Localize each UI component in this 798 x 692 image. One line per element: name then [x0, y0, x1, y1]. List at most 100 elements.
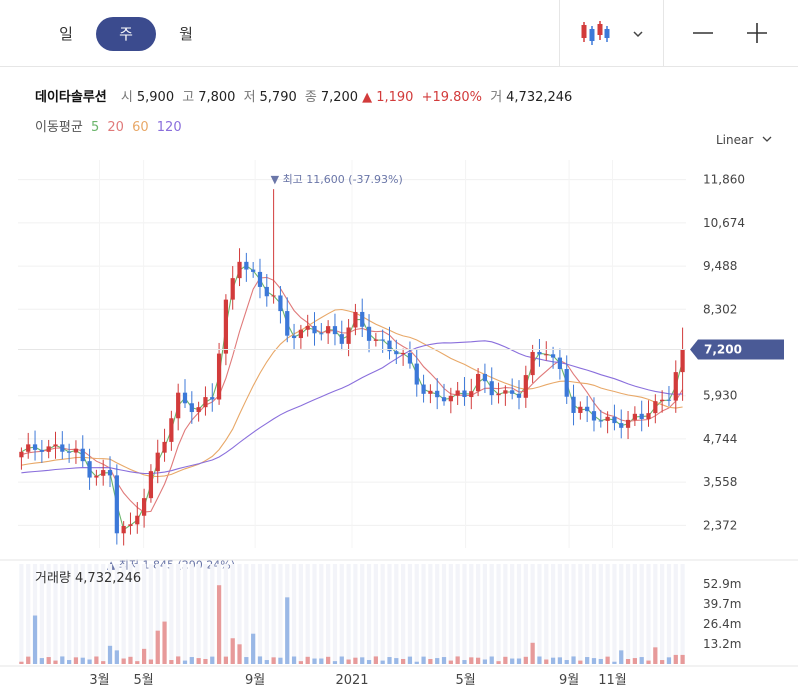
change-value: 1,190: [376, 90, 414, 105]
candle: [571, 396, 576, 413]
volume-bg-bar: [489, 564, 494, 664]
candle: [373, 339, 378, 341]
stock-name: 데이타솔루션: [35, 90, 107, 105]
moving-average-legend[interactable]: 이동평균 5 20 60 120: [35, 116, 186, 135]
volume-bg-bar: [598, 564, 603, 664]
volume-bar: [169, 660, 174, 664]
volume-bg-bar: [428, 564, 433, 664]
candle: [196, 407, 201, 413]
y-tick-label: 10,674: [703, 216, 745, 230]
volume-bg-bar: [666, 564, 672, 664]
candle: [80, 448, 85, 462]
ma-line-60: [21, 308, 683, 478]
candle: [298, 329, 303, 339]
volume-title: 거래량 4,732,246: [35, 571, 141, 586]
x-tick-label: 2021: [335, 673, 368, 688]
volume-bar: [571, 656, 576, 664]
tab-monthly[interactable]: 월: [179, 25, 193, 43]
ma-120: 120: [156, 120, 182, 135]
volume-bg-bar: [537, 564, 542, 664]
volume-bg-bar: [544, 564, 549, 664]
tab-daily[interactable]: 일: [59, 25, 73, 43]
volume-bar: [216, 585, 222, 664]
volume-bar: [339, 656, 344, 664]
volume-bg-bar: [639, 564, 644, 664]
volume-bar: [32, 615, 38, 664]
plus-icon[interactable]: [746, 22, 768, 48]
candle: [312, 325, 317, 334]
volume-bg-bar: [203, 564, 208, 664]
ma-5: 5: [90, 120, 100, 135]
volume-bg-bar: [585, 564, 590, 664]
y-tick-label: 11,860: [703, 173, 745, 187]
volume-bar: [176, 656, 181, 664]
volume-bg-bar: [162, 564, 167, 664]
minus-icon[interactable]: [692, 22, 714, 48]
volume-bar: [578, 660, 583, 664]
volume-bar: [482, 659, 488, 664]
volume-bar: [291, 656, 297, 664]
volume-bg-bar: [39, 564, 44, 664]
candle: [387, 340, 392, 352]
volume-bar: [469, 657, 474, 664]
price-chart[interactable]: 11,860 10,674 9,488 8,302 5,930 4,744 3,558 2,3…: [0, 150, 798, 692]
volume-tick-label: 52.9m: [703, 577, 741, 591]
volume-bar: [189, 657, 194, 664]
volume-bar: [360, 657, 365, 664]
candle: [121, 526, 126, 534]
volume-bar: [537, 656, 542, 664]
volume-bar: [462, 660, 467, 664]
volume-bar: [653, 647, 658, 664]
candle: [612, 416, 617, 424]
candle: [366, 326, 372, 341]
volume-bg-bar: [230, 564, 235, 664]
volume-bar: [673, 654, 678, 664]
open-value: 5,900: [136, 90, 175, 105]
chevron-down-icon[interactable]: [632, 24, 644, 43]
volume-bar: [612, 661, 617, 664]
candle: [585, 406, 590, 412]
volume-bar: [107, 645, 113, 664]
volume-bg-bar: [673, 564, 678, 664]
candle: [428, 390, 433, 394]
candlestick-icon[interactable]: [580, 20, 610, 50]
volume-bar: [298, 661, 303, 664]
volume-bg-bar: [312, 564, 317, 664]
volume-bar: [544, 659, 549, 664]
volume-bar: [135, 661, 140, 664]
x-tick-label: 5월: [455, 673, 475, 688]
volume-bar: [257, 656, 263, 664]
volume-bar: [46, 657, 51, 664]
candle: [441, 397, 447, 402]
volume-bg-bar: [326, 564, 331, 664]
candle: [101, 470, 106, 476]
candle: [244, 261, 249, 270]
y-tick-label: 5,930: [703, 389, 737, 403]
candle: [271, 295, 276, 297]
volume-bg-bar: [339, 564, 344, 664]
candle: [237, 261, 242, 279]
volume-bg-bar: [94, 564, 99, 664]
volume-bar: [26, 656, 31, 664]
volume-bg-bar: [516, 564, 522, 664]
volume-bg-bar: [503, 564, 508, 664]
volume-bg-bar: [421, 564, 426, 664]
change-percent: +19.80%: [421, 90, 483, 105]
volume-bg-bar: [67, 564, 72, 664]
max-price-label: ▼ 최고 11,600 (-37.93%): [271, 173, 403, 186]
volume-bar: [53, 660, 58, 664]
candle: [291, 335, 297, 339]
volume-bg-bar: [128, 564, 133, 664]
tab-weekly[interactable]: 주: [96, 17, 156, 51]
candle: [189, 403, 194, 413]
volume-value: 4,732,246: [506, 90, 573, 105]
ma-label: 이동평균: [35, 120, 83, 135]
scale-selector[interactable]: Linear: [716, 133, 773, 147]
candle: [319, 333, 324, 335]
volume-bar: [489, 656, 494, 664]
volume-bg-bar: [353, 564, 358, 664]
volume-bg-bar: [482, 564, 488, 664]
candle: [251, 269, 256, 272]
candle: [107, 470, 113, 476]
volume-bg-bar: [380, 564, 385, 664]
